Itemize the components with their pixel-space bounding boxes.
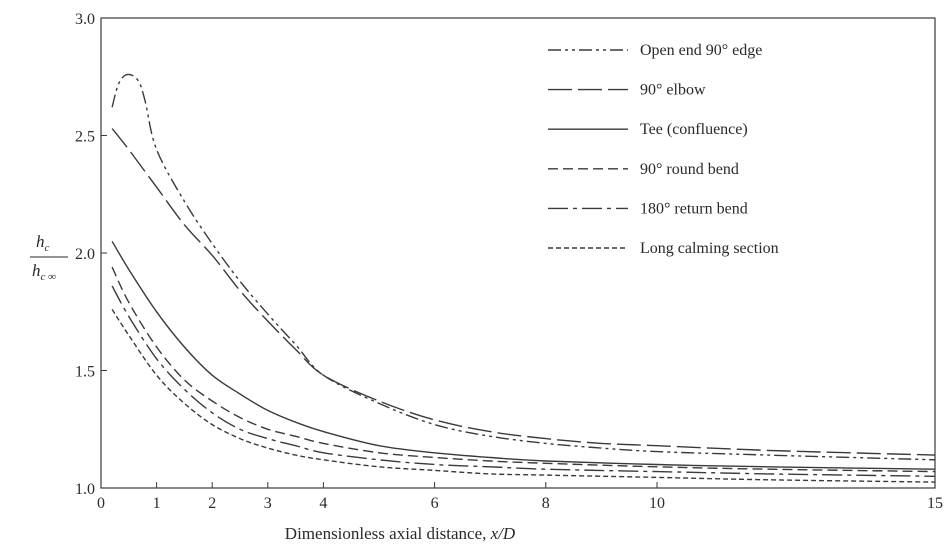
y-num-symbol: h — [36, 232, 45, 251]
legend: Open end 90° edge 90° elbow Tee (confluenc… — [548, 42, 779, 257]
plot-frame — [100, 17, 936, 489]
y-tick-label: 2.0 — [75, 246, 95, 263]
series-line-1 — [111, 73, 936, 461]
x-tick-label: 0 — [97, 495, 105, 512]
legend-label: Open end 90° edge — [640, 42, 762, 59]
y-tick-label: 3.0 — [75, 11, 95, 28]
x-tick-label: 4 — [319, 495, 327, 512]
x-axis-ticks: 0 1 2 3 4 6 8 10 15 — [97, 482, 943, 512]
y-axis-ticks: 1.0 1.5 2.0 2.5 3.0 — [75, 11, 107, 498]
series-line-6 — [111, 309, 936, 483]
y-num-subscript: c — [45, 242, 50, 254]
series-line-5 — [111, 285, 936, 477]
x-axis-title-prefix: Dimensionless axial distance, — [285, 524, 491, 543]
x-tick-label: 10 — [649, 495, 665, 512]
x-tick-label: 2 — [208, 495, 216, 512]
legend-label: Long calming section — [640, 240, 779, 257]
x-tick-label: 15 — [927, 495, 943, 512]
y-axis-title-denominator: hc ∞ — [32, 261, 56, 283]
series-line-3 — [111, 240, 936, 470]
plot-border — [100, 17, 936, 489]
x-axis-title: Dimensionless axial distance, x/D — [285, 524, 516, 543]
x-axis-title-var: x/D — [490, 524, 516, 543]
x-tick-label: 1 — [153, 495, 161, 512]
legend-label: 90° elbow — [640, 82, 706, 99]
y-den-subscript: c ∞ — [41, 271, 57, 283]
legend-label: 90° round bend — [640, 161, 739, 178]
x-tick-label: 8 — [542, 495, 550, 512]
y-tick-label: 1.0 — [75, 481, 95, 498]
y-den-symbol: h — [32, 261, 41, 280]
x-tick-label: 3 — [264, 495, 272, 512]
y-axis-title: hc hc ∞ — [30, 232, 68, 283]
series-lines — [111, 73, 936, 483]
series-line-2 — [111, 128, 936, 456]
y-axis-title-numerator: hc — [36, 232, 50, 254]
legend-label: Tee (confluence) — [640, 121, 748, 138]
x-tick-label: 6 — [431, 495, 439, 512]
legend-label: 180° return bend — [640, 200, 748, 217]
series-line-4 — [111, 266, 936, 473]
y-tick-label: 2.5 — [75, 129, 95, 146]
y-tick-label: 1.5 — [75, 364, 95, 381]
